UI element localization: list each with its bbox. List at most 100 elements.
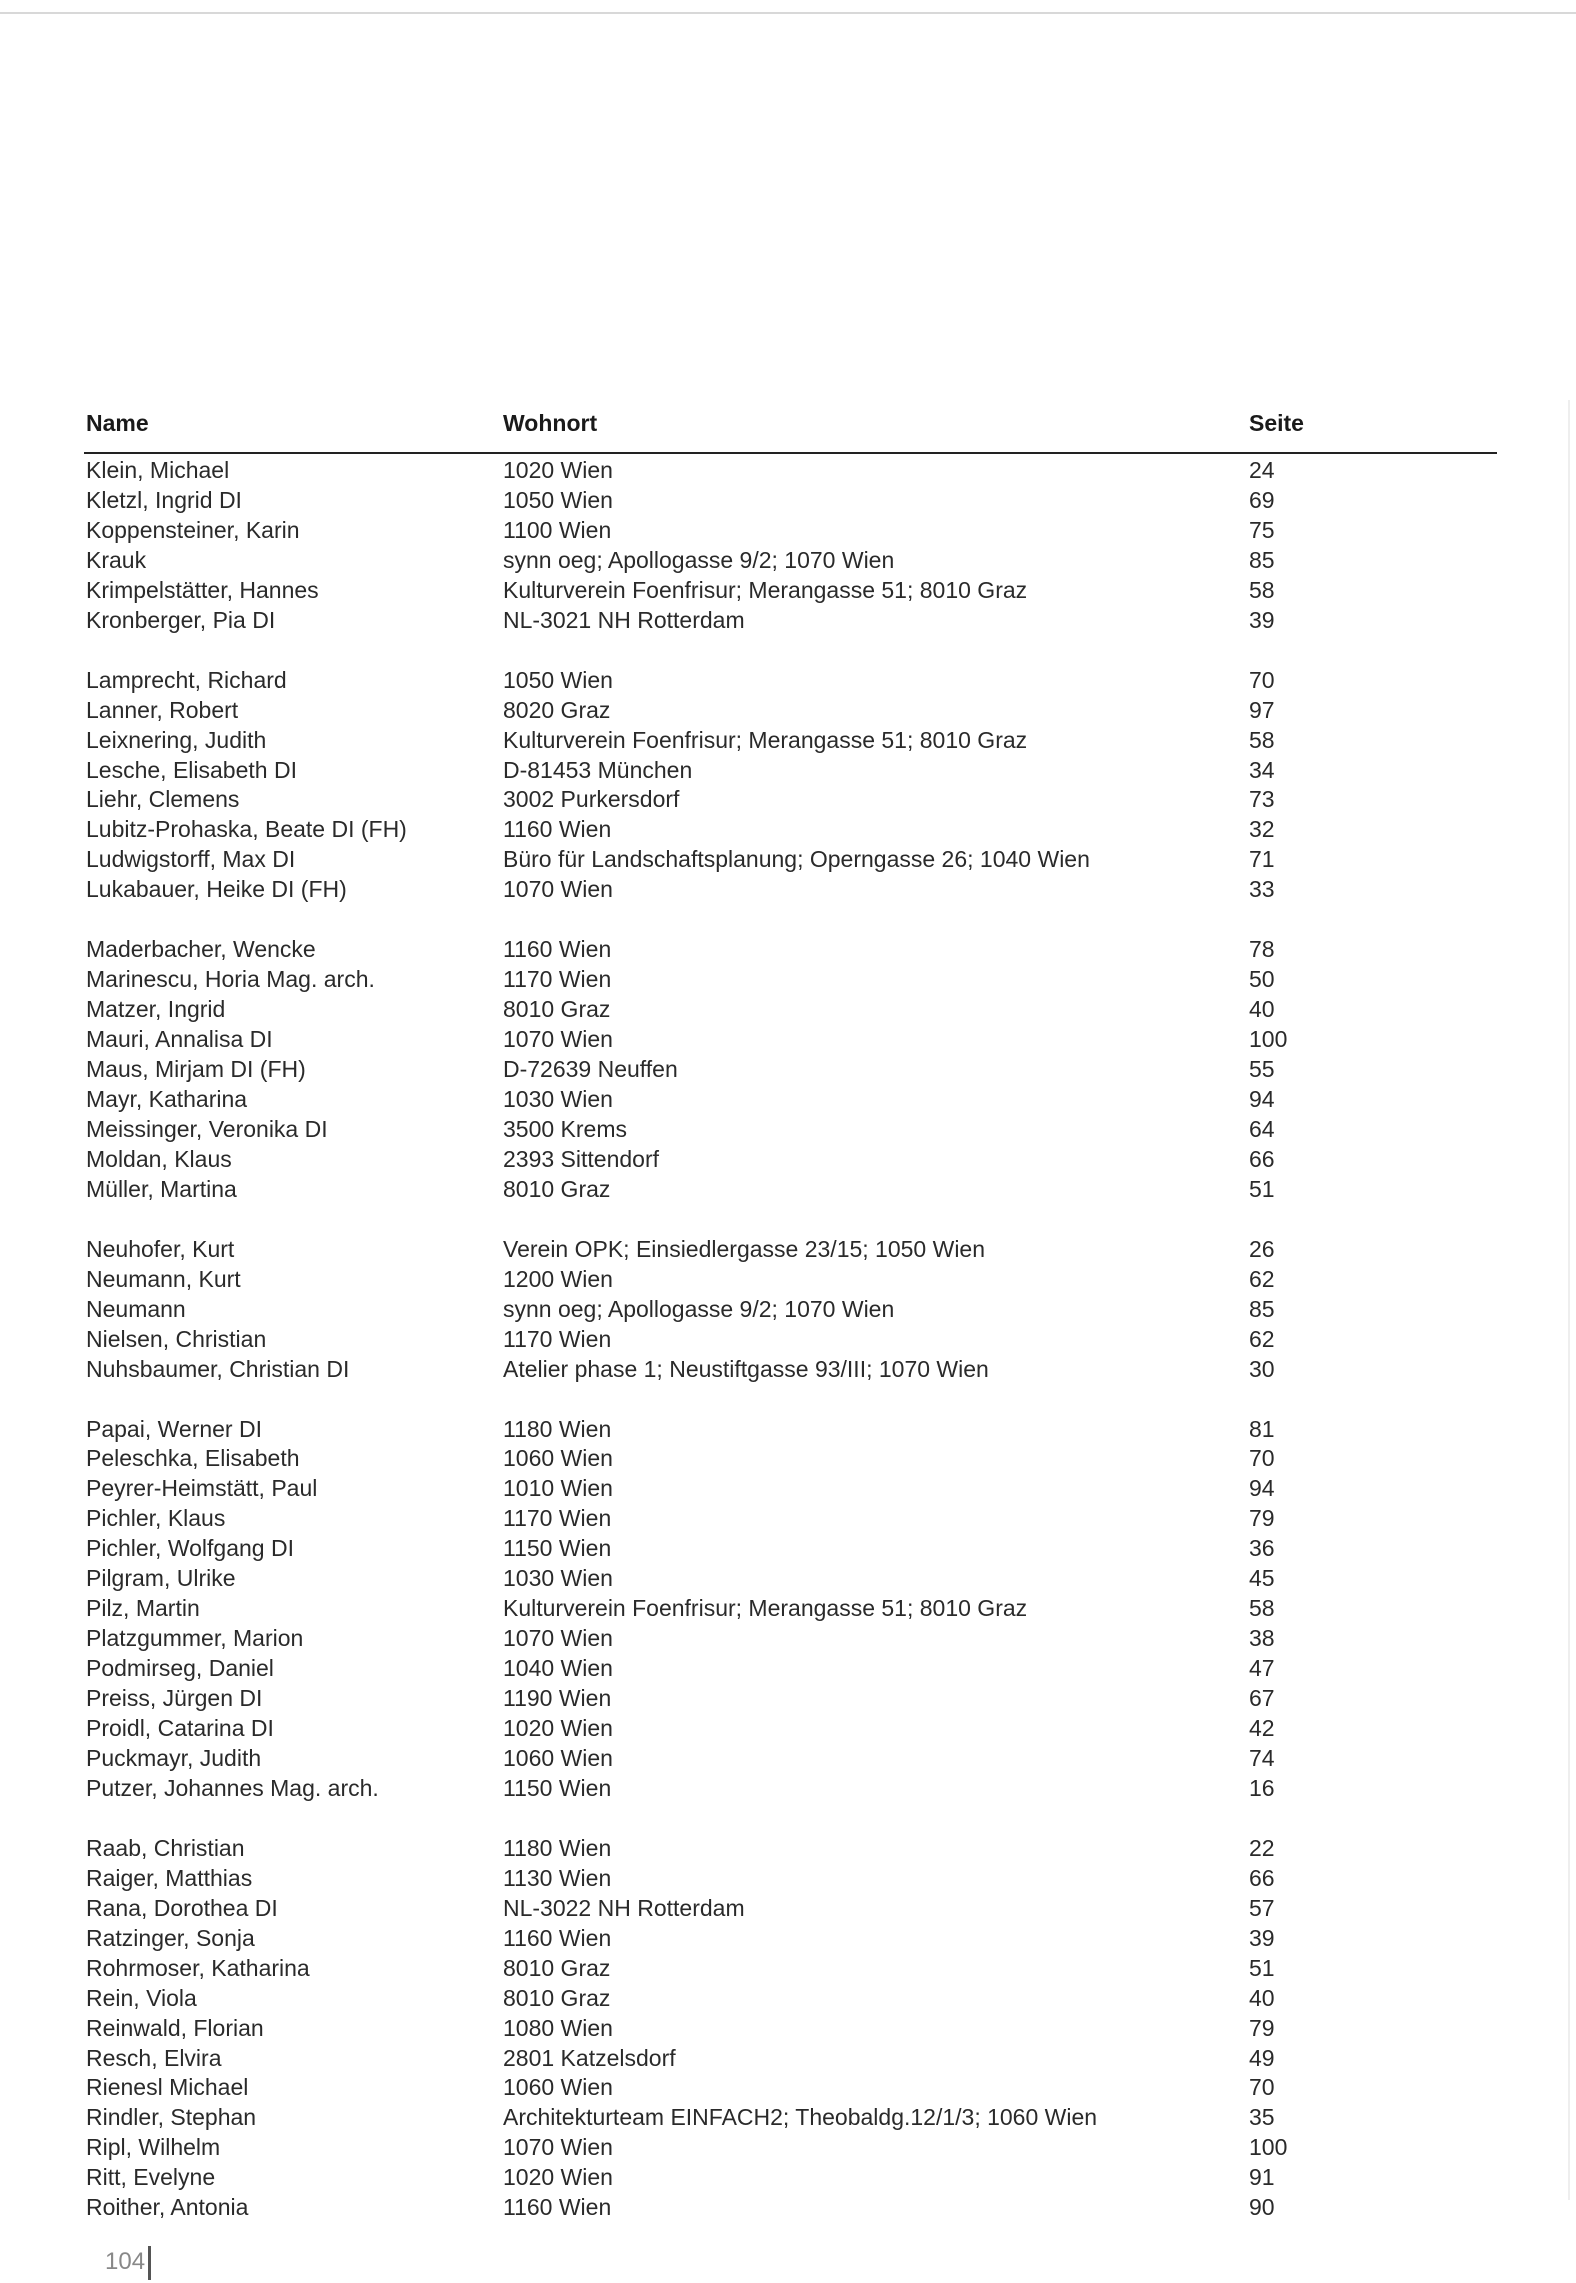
name-cell: Resch, Elvira — [86, 2044, 222, 2071]
seite-cell: 49 — [1249, 2044, 1275, 2071]
wohnort-cell: 1180 Wien — [503, 1415, 612, 1442]
name-cell: Lubitz-Prohaska, Beate DI (FH) — [86, 816, 407, 843]
seite-cell: 85 — [1249, 1295, 1275, 1322]
seite-cell: 45 — [1249, 1565, 1275, 1592]
seite-cell: 51 — [1249, 1175, 1275, 1202]
seite-cell: 58 — [1249, 1595, 1275, 1622]
seite-cell: 22 — [1249, 1834, 1275, 1861]
wohnort-cell: Büro für Landschaftsplanung; Operngasse … — [503, 846, 1090, 873]
name-cell: Leixnering, Judith — [86, 726, 267, 753]
name-cell: Maderbacher, Wencke — [86, 936, 316, 963]
name-cell: Neumann — [86, 1295, 186, 1322]
wohnort-cell: 1010 Wien — [503, 1475, 613, 1502]
seite-cell: 91 — [1249, 2164, 1275, 2191]
wohnort-cell: Kulturverein Foenfrisur; Merangasse 51; … — [503, 726, 1028, 753]
table-row: Pilgram, Ulrike 1030 Wien 45 — [0, 1564, 1576, 1594]
group-spacer — [0, 905, 1576, 935]
seite-cell: 35 — [1249, 2104, 1275, 2131]
seite-cell: 34 — [1249, 756, 1275, 783]
table-row: Pichler, Klaus 1170 Wien 79 — [0, 1504, 1576, 1534]
wohnort-cell: 1170 Wien — [503, 966, 612, 993]
seite-cell: 30 — [1249, 1355, 1275, 1382]
seite-cell: 40 — [1249, 1984, 1275, 2011]
table-row: Kletzl, Ingrid DI 1050 Wien 69 — [0, 486, 1576, 516]
wohnort-cell: 1060 Wien — [503, 2074, 613, 2101]
name-cell: Lamprecht, Richard — [86, 666, 287, 693]
wohnort-cell: Kulturverein Foenfrisur; Merangasse 51; … — [503, 1595, 1028, 1622]
seite-cell: 64 — [1249, 1115, 1275, 1142]
wohnort-cell: 2393 Sittendorf — [503, 1145, 660, 1172]
name-cell: Preiss, Jürgen DI — [86, 1685, 263, 1712]
table-row: Neumann synn oeg; Apollogasse 9/2; 1070 W… — [0, 1295, 1576, 1325]
name-cell: Podmirseg, Daniel — [86, 1655, 274, 1682]
name-cell: Rohrmoser, Katharina — [86, 1954, 310, 1981]
seite-cell: 79 — [1249, 1505, 1275, 1532]
seite-cell: 62 — [1249, 1265, 1275, 1292]
seite-cell: 33 — [1249, 876, 1275, 903]
name-cell: Krauk — [86, 546, 147, 573]
table-row: Nielsen, Christian 1170 Wien 62 — [0, 1325, 1576, 1355]
wohnort-cell: 8010 Graz — [503, 996, 611, 1023]
table-row: Müller, Martina 8010 Graz 51 — [0, 1175, 1576, 1205]
wohnort-cell: 1160 Wien — [503, 2194, 612, 2221]
table-row: Reinwald, Florian 1080 Wien 79 — [0, 2014, 1576, 2044]
name-cell: Putzer, Johannes Mag. arch. — [86, 1774, 379, 1801]
wohnort-cell: synn oeg; Apollogasse 9/2; 1070 Wien — [503, 1295, 895, 1322]
seite-cell: 85 — [1249, 546, 1275, 573]
name-cell: Puckmayr, Judith — [86, 1744, 262, 1771]
wohnort-cell: NL-3022 NH Rotterdam — [503, 1894, 745, 1921]
name-cell: Nielsen, Christian — [86, 1325, 267, 1352]
wohnort-cell: 1030 Wien — [503, 1565, 613, 1592]
name-cell: Neumann, Kurt — [86, 1265, 241, 1292]
name-cell: Ritt, Evelyne — [86, 2164, 216, 2191]
seite-cell: 67 — [1249, 1685, 1275, 1712]
seite-cell: 51 — [1249, 1954, 1275, 1981]
scan-top-edge — [0, 12, 1576, 14]
name-cell: Ratzinger, Sonja — [86, 1924, 255, 1951]
wohnort-cell: 1070 Wien — [503, 2134, 613, 2161]
seite-cell: 42 — [1249, 1715, 1275, 1742]
seite-cell: 66 — [1249, 1864, 1275, 1891]
name-cell: Krimpelstätter, Hannes — [86, 576, 319, 603]
name-cell: Peleschka, Elisabeth — [86, 1445, 300, 1472]
wohnort-cell: 1180 Wien — [503, 1834, 612, 1861]
table-row: Lukabauer, Heike DI (FH) 1070 Wien 33 — [0, 875, 1576, 905]
seite-cell: 55 — [1249, 1056, 1275, 1083]
wohnort-cell: 1020 Wien — [503, 2164, 613, 2191]
name-cell: Peyrer-Heimstätt, Paul — [86, 1475, 318, 1502]
seite-cell: 97 — [1249, 696, 1275, 723]
seite-cell: 26 — [1249, 1235, 1275, 1262]
table-row: Podmirseg, Daniel 1040 Wien 47 — [0, 1654, 1576, 1684]
seite-cell: 71 — [1249, 846, 1275, 873]
wohnort-cell: 1040 Wien — [503, 1655, 613, 1682]
table-row: Neuhofer, Kurt Verein OPK; Einsiedlergass… — [0, 1235, 1576, 1265]
wohnort-cell: 1160 Wien — [503, 816, 612, 843]
seite-cell: 75 — [1249, 516, 1275, 543]
seite-cell: 74 — [1249, 1744, 1275, 1771]
group-spacer — [0, 636, 1576, 666]
name-cell: Moldan, Klaus — [86, 1145, 232, 1172]
wohnort-cell: synn oeg; Apollogasse 9/2; 1070 Wien — [503, 546, 895, 573]
table-row: Lanner, Robert 8020 Graz 97 — [0, 696, 1576, 726]
seite-cell: 69 — [1249, 486, 1275, 513]
table-row: Ritt, Evelyne 1020 Wien 91 — [0, 2163, 1576, 2193]
name-cell: Pilz, Martin — [86, 1595, 200, 1622]
wohnort-cell: 1050 Wien — [503, 486, 613, 513]
seite-cell: 78 — [1249, 936, 1275, 963]
name-cell: Nuhsbaumer, Christian DI — [86, 1355, 350, 1382]
table-row: Ludwigstorff, Max DI Büro für Landschafts… — [0, 845, 1576, 875]
seite-cell: 94 — [1249, 1475, 1275, 1502]
name-cell: Neuhofer, Kurt — [86, 1235, 235, 1262]
table-row: Rienesl Michael 1060 Wien 70 — [0, 2073, 1576, 2103]
header-rule — [84, 452, 1497, 454]
wohnort-cell: 3500 Krems — [503, 1115, 628, 1142]
seite-cell: 94 — [1249, 1086, 1275, 1113]
seite-cell: 79 — [1249, 2014, 1275, 2041]
wohnort-cell: 1020 Wien — [503, 457, 613, 483]
name-cell: Papai, Werner DI — [86, 1415, 262, 1442]
name-cell: Marinescu, Horia Mag. arch. — [86, 966, 375, 993]
table-row: Ripl, Wilhelm 1070 Wien 100 — [0, 2133, 1576, 2163]
wohnort-cell: 1030 Wien — [503, 1086, 613, 1113]
wohnort-cell: 8010 Graz — [503, 1175, 611, 1202]
name-cell: Mayr, Katharina — [86, 1086, 248, 1113]
